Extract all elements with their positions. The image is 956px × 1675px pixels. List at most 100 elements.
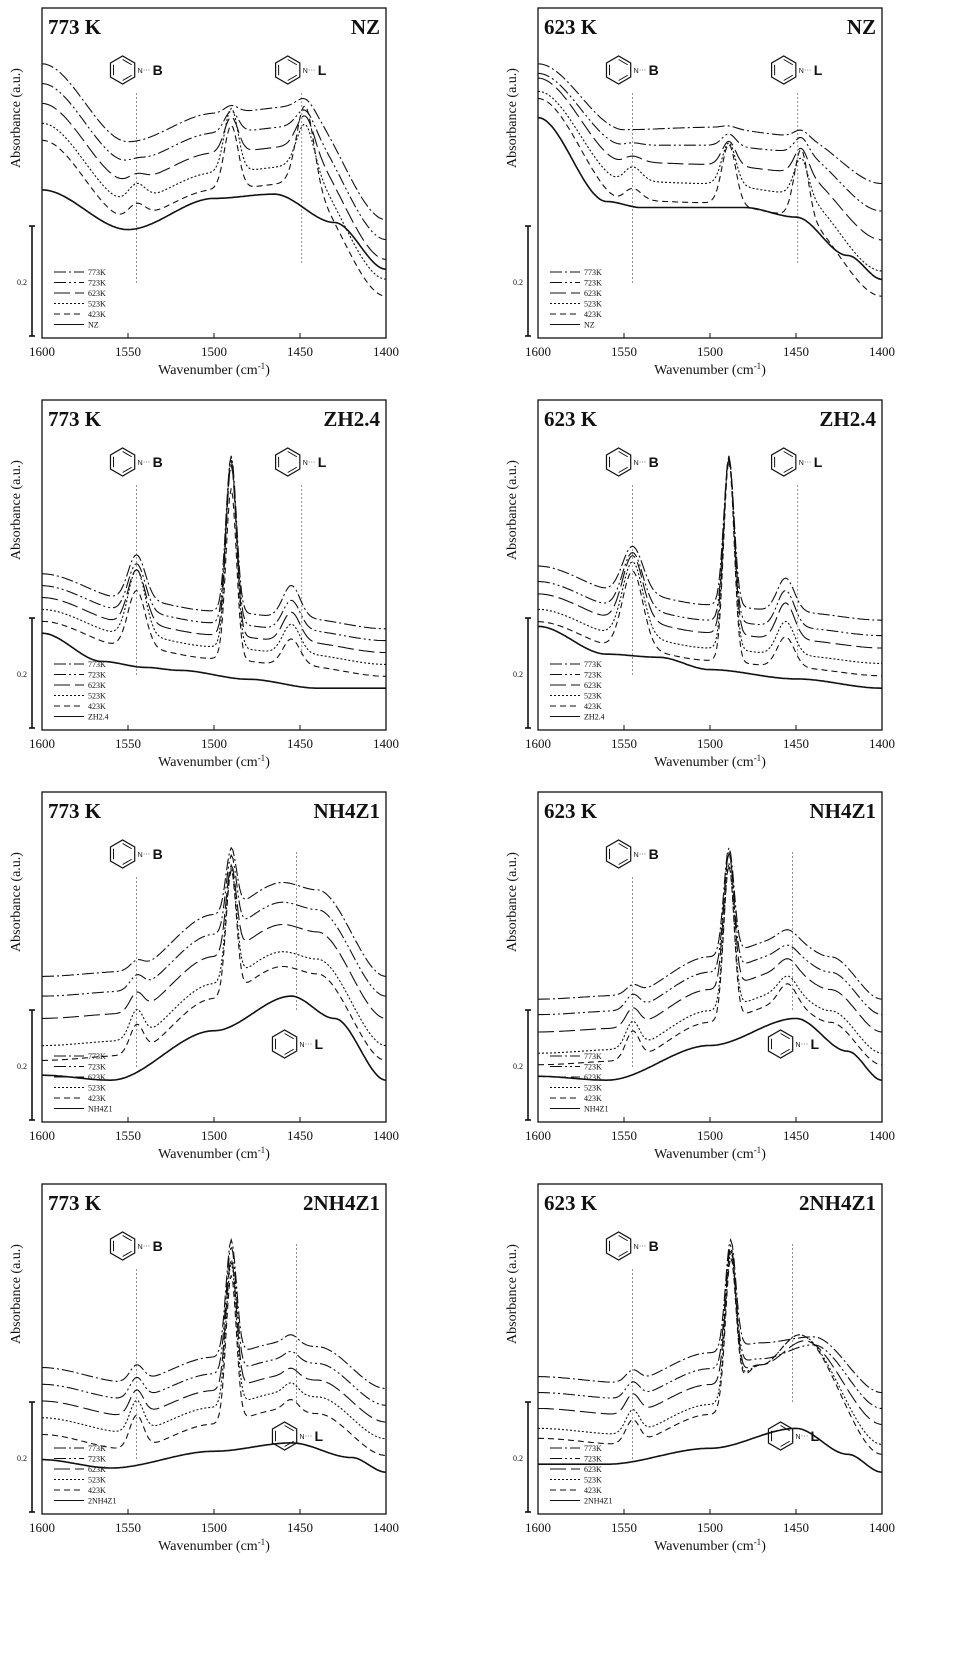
nitrogen-atom-label: N [138, 460, 143, 467]
x-tick-label: 1450 [783, 736, 809, 751]
series-line [538, 1251, 882, 1445]
sample-label: NH4Z1 [313, 799, 380, 823]
series-line [42, 83, 386, 241]
series-line [538, 63, 882, 185]
nitrogen-atom-label: N [300, 1434, 305, 1441]
lewis-pyridine-icon-label: L [811, 1036, 820, 1052]
x-tick-label: 1550 [115, 1128, 141, 1143]
ftir-chart: 773 K ZH2.4N B N L773K723K623K523K423KZH2.40… [9, 399, 399, 770]
temperature-label: 773 K [48, 407, 102, 431]
y-axis-title: Absorbance (a.u.) [9, 1244, 24, 1344]
lewis-pyridine-icon-label: L [814, 454, 823, 470]
x-axis-title: Wavenumber (cm-1) [654, 1145, 766, 1162]
legend-entry: 423K [584, 702, 602, 711]
x-tick-label: 1400 [373, 344, 399, 359]
legend-entry: 523K [584, 692, 602, 701]
x-tick-label: 1450 [783, 344, 809, 359]
nitrogen-atom-label: N [138, 68, 143, 75]
lewis-pyridine-icon-label: L [315, 1036, 324, 1052]
ftir-panel: 623 K NH4Z1 N B N L 773K 723K 623K 523K 423K NH4Z1 0… [496, 784, 956, 1176]
nitrogen-atom-label: N [634, 68, 639, 75]
series-line [538, 77, 882, 241]
legend-entry: 423K [88, 310, 106, 319]
series-line [42, 1245, 386, 1406]
legend-entry: 523K [88, 300, 106, 309]
legend-entry: 523K [88, 1476, 106, 1485]
legend-entry: 773K [584, 268, 602, 277]
nitrogen-atom-label: N [138, 852, 143, 859]
legend-entry: 623K [88, 289, 106, 298]
ftir-panel: 773 K NZ N B N L 773K 723K 623K 523K 423K NZ 0.2 1600… [0, 0, 460, 392]
x-tick-label: 1450 [287, 1520, 313, 1535]
x-tick-label: 1500 [201, 1128, 227, 1143]
series-line [538, 1017, 882, 1081]
sample-label: NZ [847, 15, 876, 39]
nitrogen-atom-label: N [303, 68, 308, 75]
x-tick-label: 1400 [373, 736, 399, 751]
x-tick-label: 1600 [525, 1520, 551, 1535]
series-line [538, 97, 882, 297]
legend-entry: ZH2.4 [584, 713, 605, 722]
sample-label: ZH2.4 [819, 407, 876, 431]
x-tick-label: 1550 [115, 736, 141, 751]
legend-entry: 723K [88, 279, 106, 288]
x-tick-label: 1500 [201, 736, 227, 751]
x-tick-label: 1450 [287, 1128, 313, 1143]
legend-entry: 723K [584, 279, 602, 288]
legend-entry: 523K [584, 300, 602, 309]
series-line [42, 865, 386, 1047]
legend-entry: 423K [584, 1486, 602, 1495]
x-axis-title: Wavenumber (cm-1) [158, 361, 270, 378]
series-line [42, 1275, 386, 1456]
ftir-panel: 623 K ZH2.4 N B N L 773K 723K 623K 523K 423K ZH2.4 0… [496, 392, 956, 784]
series-line [538, 1237, 882, 1394]
x-tick-label: 1450 [287, 344, 313, 359]
lewis-pyridine-icon-label: L [318, 62, 327, 78]
series-line [538, 90, 882, 272]
x-tick-label: 1550 [611, 736, 637, 751]
x-tick-label: 1450 [287, 736, 313, 751]
scale-bar-label: 0.2 [513, 1062, 523, 1071]
x-tick-label: 1400 [869, 1128, 895, 1143]
series-line [42, 869, 386, 1061]
y-axis-title: Absorbance (a.u.) [9, 852, 24, 952]
bronsted-pyridine-icon-label: B [649, 1238, 659, 1254]
x-tick-label: 1400 [869, 344, 895, 359]
series-line [538, 1255, 882, 1455]
legend-entry: 723K [584, 1455, 602, 1464]
ftir-panel: 623 K 2NH4Z1 N B N L 773K 723K 623K 523K 423K 2NH4Z… [496, 1176, 956, 1568]
series-line [42, 995, 386, 1081]
x-tick-label: 1500 [697, 344, 723, 359]
bronsted-pyridine-icon-label: B [649, 846, 659, 862]
series-line [538, 458, 882, 637]
scale-bar-label: 0.2 [17, 1454, 27, 1463]
nitrogen-atom-label: N [634, 1244, 639, 1251]
scale-bar-label: 0.2 [17, 278, 27, 287]
x-tick-label: 1600 [29, 1520, 55, 1535]
legend-entry: ZH2.4 [88, 713, 109, 722]
series-line [42, 1262, 386, 1440]
x-tick-label: 1600 [29, 344, 55, 359]
ftir-panel: 773 K 2NH4Z1 N B N L 773K 723K 623K 523K 423K 2NH4Z… [0, 1176, 460, 1568]
series-line [538, 455, 882, 649]
series-line [538, 460, 882, 677]
temperature-label: 773 K [48, 15, 102, 39]
temperature-label: 773 K [48, 1191, 102, 1215]
scale-bar-label: 0.2 [17, 670, 27, 679]
series-line [42, 189, 386, 270]
nitrogen-atom-label: N [799, 460, 804, 467]
nitrogen-atom-label: N [303, 460, 308, 467]
series-line [42, 455, 386, 630]
